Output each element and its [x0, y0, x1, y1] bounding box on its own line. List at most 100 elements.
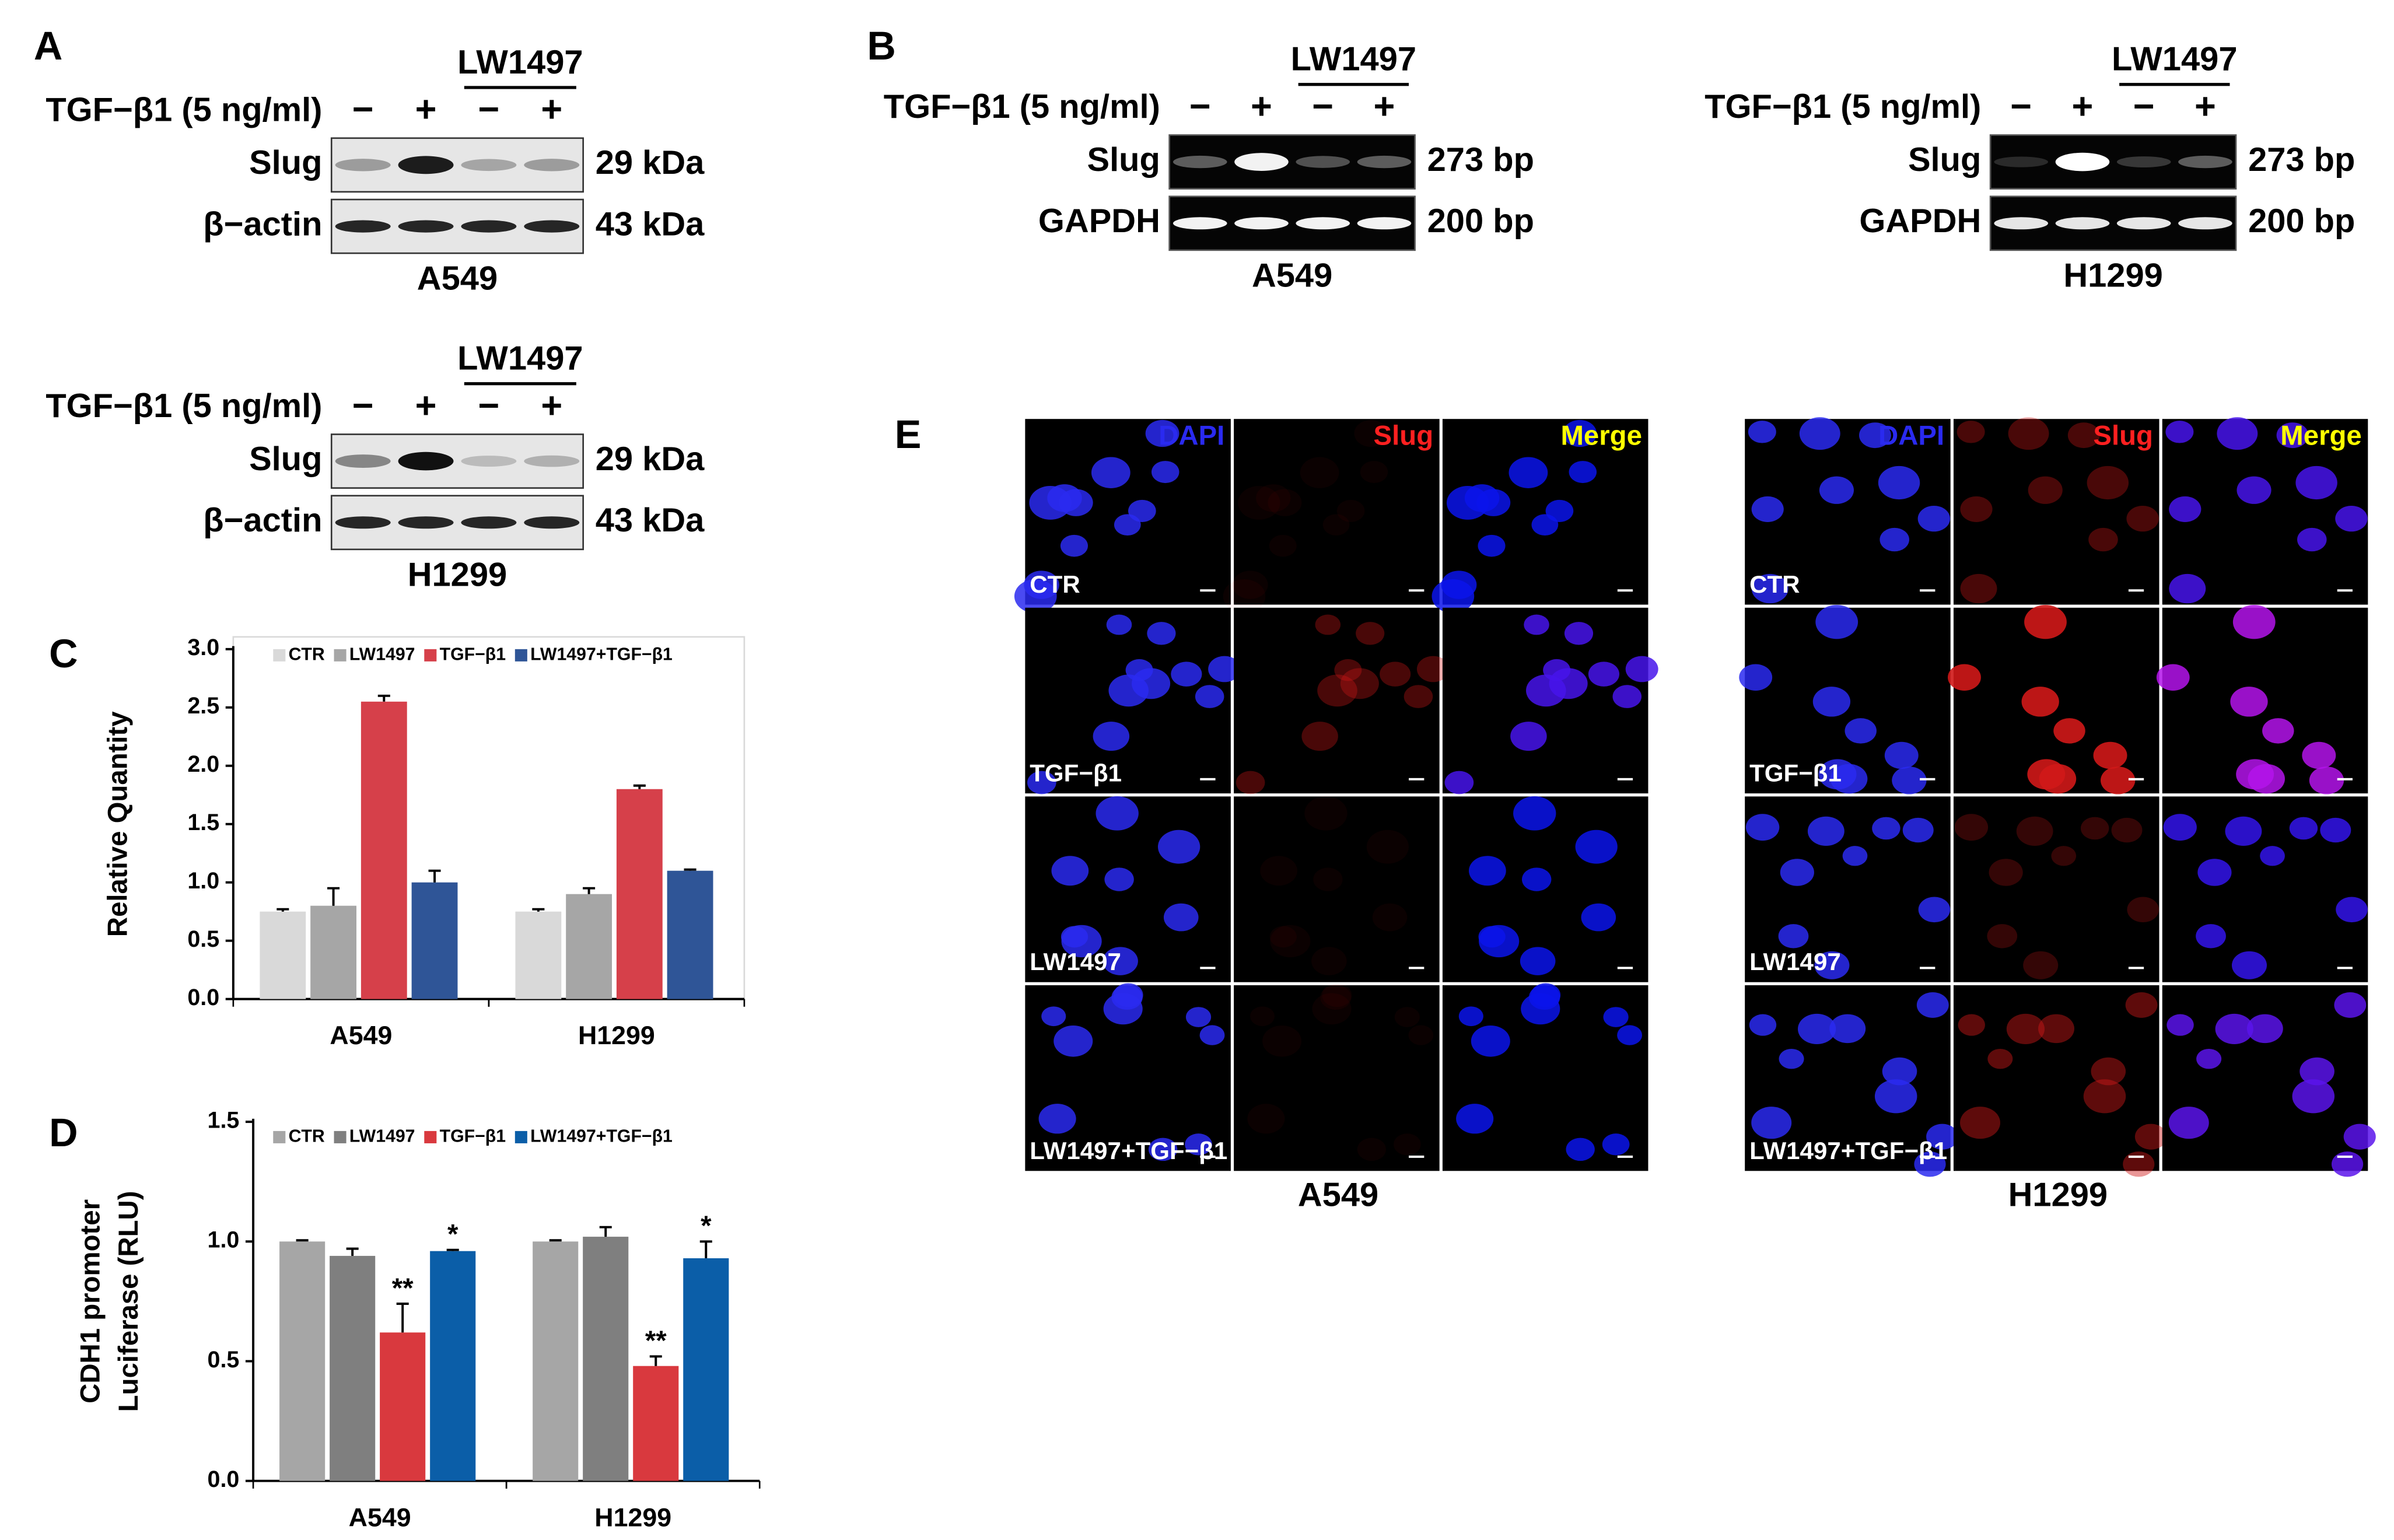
scale-bar — [2337, 778, 2353, 780]
bar — [683, 1258, 729, 1481]
row-label: GAPDH — [1038, 202, 1160, 240]
nucleus — [2276, 422, 2309, 449]
nucleus — [1479, 925, 1520, 958]
error-bar — [633, 784, 646, 789]
nucleus — [2236, 759, 2274, 790]
nucleus — [2262, 718, 2294, 744]
legend-swatch — [334, 649, 346, 662]
nucleus — [1588, 662, 1620, 687]
nucleus — [1322, 514, 1350, 536]
nucleus — [1807, 816, 1845, 846]
error-bar — [327, 887, 340, 906]
legend-label: LW1497+TGF−β1 — [530, 645, 673, 664]
nucleus — [1432, 579, 1475, 614]
size-label: 200 bp — [2248, 202, 2355, 240]
nucleus — [2127, 897, 2160, 923]
lane-sign: − — [352, 89, 374, 130]
nucleus — [1313, 867, 1343, 891]
nucleus — [1916, 992, 1949, 1018]
nucleus — [1469, 856, 1506, 886]
band — [1296, 156, 1350, 168]
nucleus — [1108, 674, 1149, 707]
nucleus — [1842, 846, 1868, 866]
nucleus — [1918, 897, 1951, 923]
nucleus — [1819, 476, 1854, 504]
bar — [260, 911, 306, 999]
bar — [533, 1241, 579, 1481]
panel-label: C — [49, 632, 78, 676]
nucleus — [2289, 817, 2318, 840]
band — [2178, 155, 2232, 169]
lane-sign: + — [1251, 86, 1272, 127]
nucleus — [1104, 867, 1134, 891]
nucleus — [1061, 925, 1102, 958]
nucleus — [1334, 659, 1362, 681]
nucleus — [1513, 796, 1556, 831]
scale-bar — [1920, 1155, 1936, 1158]
nucleus — [1147, 622, 1176, 645]
nucleus — [1798, 1013, 1836, 1045]
blot-strip — [1989, 134, 2237, 190]
nucleus — [1320, 985, 1352, 1010]
condition-label: TGF−β1 — [1030, 760, 1122, 787]
nucleus — [1394, 1133, 1421, 1156]
nucleus — [1779, 1048, 1804, 1069]
nucleus — [1366, 830, 1409, 864]
nucleus — [1510, 722, 1547, 751]
scale-bar — [2337, 1155, 2353, 1158]
nucleus — [2295, 466, 2337, 500]
nucleus — [1269, 926, 1297, 948]
band — [2055, 217, 2110, 230]
nucleus — [1091, 457, 1130, 488]
error-bar — [276, 908, 289, 912]
nucleus — [1456, 1104, 1494, 1134]
band — [398, 452, 454, 471]
nucleus — [1232, 570, 1268, 599]
nucleus — [1575, 830, 1618, 864]
legend-label: CTR — [289, 645, 325, 664]
error-bar — [346, 1247, 359, 1256]
nucleus — [1247, 1104, 1285, 1134]
micrograph — [1953, 796, 2160, 982]
y-axis-title: CDH1 promoter — [75, 1199, 106, 1404]
significance-label: ** — [645, 1325, 667, 1356]
legend-label: CTR — [289, 1126, 325, 1146]
legend-swatch — [424, 1130, 437, 1143]
bar — [380, 1332, 426, 1481]
y-tick-label: 2.5 — [187, 693, 219, 719]
nucleus — [1884, 741, 1919, 769]
nucleus — [1748, 421, 1776, 443]
y-axis-title: Relative Quantity — [103, 711, 134, 937]
lane-sign: + — [415, 385, 437, 426]
nucleus — [1394, 1007, 1420, 1027]
row-label: β−actin — [203, 502, 322, 539]
nucleus — [1612, 685, 1642, 708]
lane-sign: − — [2133, 86, 2155, 127]
nucleus — [1564, 622, 1594, 645]
nucleus — [1524, 614, 1549, 635]
row-label: Slug — [249, 144, 322, 181]
bar — [279, 1241, 326, 1481]
nucleus — [1818, 759, 1857, 790]
error-bar — [583, 887, 596, 894]
band — [1357, 155, 1412, 169]
nucleus — [1238, 486, 1280, 520]
scale-bar — [1920, 589, 1936, 592]
y-tick-label: 1.0 — [208, 1227, 240, 1253]
y-tick-label: 0.0 — [187, 985, 219, 1010]
nucleus — [1312, 993, 1352, 1025]
band — [461, 220, 517, 233]
lane-sign: + — [1374, 86, 1395, 127]
nucleus — [1882, 1057, 1917, 1086]
micrograph — [1234, 796, 1440, 982]
nucleus — [2232, 605, 2276, 639]
bar — [633, 1366, 679, 1481]
nucleus — [2166, 1014, 2194, 1036]
channel-label: Slug — [2093, 420, 2153, 451]
legend-label: TGF−β1 — [440, 645, 506, 664]
scale-bar — [1617, 589, 1633, 592]
band — [2055, 152, 2110, 172]
nucleus — [1041, 1006, 1066, 1027]
nucleus — [1749, 1014, 1777, 1036]
nucleus — [2083, 1079, 2126, 1114]
